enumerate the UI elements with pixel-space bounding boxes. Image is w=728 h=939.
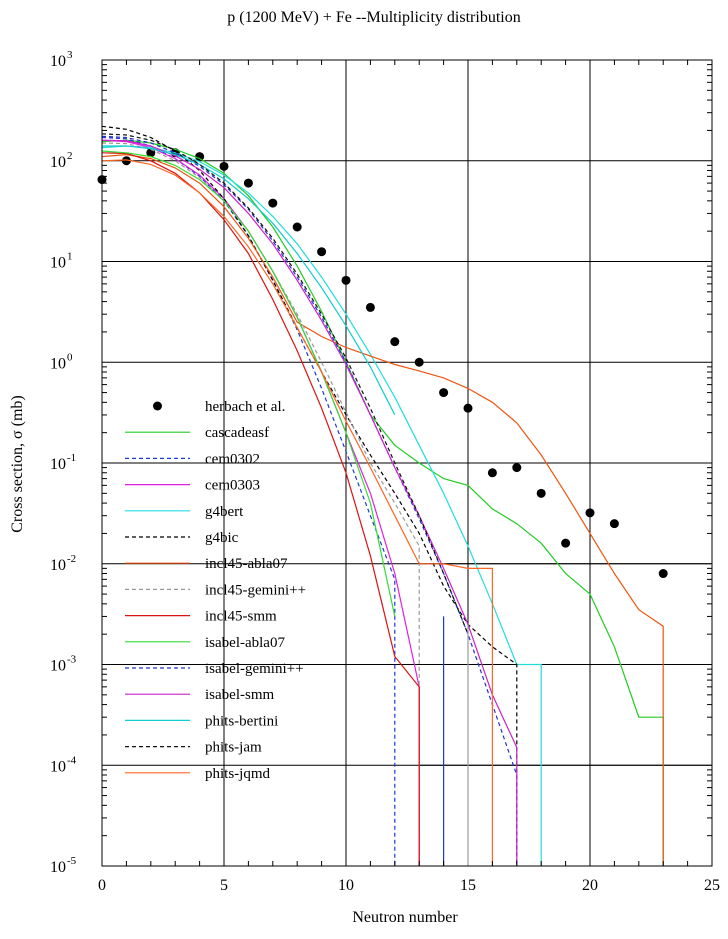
y-tick-exponent: -5 <box>67 855 77 867</box>
y-tick-label: 10 <box>50 53 66 70</box>
chart-title: p (1200 MeV) + Fe --Multiplicity distrib… <box>227 9 520 26</box>
data-point-herbach-et-al- <box>439 388 449 398</box>
data-point-herbach-et-al- <box>609 519 619 529</box>
x-tick-label: 20 <box>582 877 598 894</box>
series-line-phits-jqmd <box>101 159 493 866</box>
series-line-incl45-abla07 <box>101 153 664 866</box>
y-tick-exponent: 3 <box>67 49 73 61</box>
legend-label-phits-bertini: phits-bertini <box>205 713 278 729</box>
data-point-herbach-et-al- <box>121 156 131 166</box>
x-tick-label: 5 <box>220 877 228 894</box>
series-line-isabel-abla07 <box>101 150 396 617</box>
legend-label-incl45-gemini-: incl45-gemini++ <box>205 582 306 598</box>
y-tick-label: 10 <box>50 658 66 675</box>
legend-marker-herbach-et-al- <box>153 401 162 411</box>
plot-frame <box>101 59 713 867</box>
y-tick-label: 10 <box>50 255 66 272</box>
data-point-herbach-et-al- <box>243 178 253 188</box>
x-axis-label: Neutron number <box>352 909 458 926</box>
series-line-isabel-smm <box>101 139 518 866</box>
legend-label-cascadeasf: cascadeasf <box>205 425 269 441</box>
legend-label-g4bert: g4bert <box>205 504 244 520</box>
legend-label-isabel-abla07: isabel-abla07 <box>205 635 285 651</box>
legend-label-isabel-smm: isabel-smm <box>205 687 274 703</box>
x-tick-label: 15 <box>460 877 476 894</box>
y-tick-exponent: 1 <box>67 251 73 263</box>
data-point-herbach-et-al- <box>487 468 497 478</box>
data-point-herbach-et-al- <box>512 463 522 473</box>
series-line-g4bic <box>101 125 518 866</box>
series-line-phits-bertini <box>102 145 396 416</box>
legend-label-phits-jam: phits-jam <box>205 740 262 756</box>
data-point-herbach-et-al- <box>292 222 302 232</box>
data-point-herbach-et-al- <box>536 488 546 498</box>
x-tick-label: 10 <box>338 877 354 894</box>
data-point-herbach-et-al- <box>463 403 473 413</box>
data-point-herbach-et-al- <box>268 198 278 208</box>
data-point-herbach-et-al- <box>341 275 351 285</box>
y-axis-label: Cross section, σ (mb) <box>9 395 26 533</box>
y-tick-exponent: -1 <box>67 452 76 464</box>
y-tick-exponent: -2 <box>67 553 76 565</box>
series-line-phits-jam <box>101 133 469 635</box>
y-tick-label: 10 <box>50 154 66 171</box>
y-tick-exponent: -3 <box>67 654 77 666</box>
data-point-herbach-et-al- <box>561 538 571 548</box>
y-tick-label: 10 <box>50 355 66 372</box>
series-line-g4bert <box>101 145 542 866</box>
data-point-herbach-et-al- <box>585 508 595 518</box>
legend-label-isabel-gemini-: isabel-gemini++ <box>205 661 304 677</box>
data-point-herbach-et-al- <box>219 161 229 171</box>
legend-label-cem0303: cem0303 <box>205 478 260 494</box>
data-point-herbach-et-al- <box>195 152 205 162</box>
y-tick-label: 10 <box>50 557 66 574</box>
legend-label-incl45-abla07: incl45-abla07 <box>205 556 288 572</box>
data-point-herbach-et-al- <box>390 337 400 347</box>
legend-label-phits-jqmd: phits-jqmd <box>205 766 271 782</box>
legend-label-g4bic: g4bic <box>205 530 239 546</box>
y-tick-label: 10 <box>50 758 66 775</box>
legend: herbach et al. cascadeasf cem0302 cem0303 g4… <box>125 399 306 782</box>
data-point-herbach-et-al- <box>658 569 668 579</box>
y-tick-label: 10 <box>50 456 66 473</box>
legend-label-incl45-smm: incl45-smm <box>205 609 277 625</box>
x-tick-label: 25 <box>704 877 720 894</box>
data-point-herbach-et-al- <box>414 357 424 367</box>
grid-layer <box>102 60 712 866</box>
data-point-herbach-et-al- <box>365 302 375 312</box>
y-tick-exponent: 2 <box>67 150 73 162</box>
series-line-incl45-smm <box>101 152 420 866</box>
data-point-herbach-et-al- <box>317 247 327 257</box>
y-tick-exponent: -4 <box>67 754 77 766</box>
series-layer <box>97 125 668 866</box>
x-tick-label: 0 <box>98 877 106 894</box>
y-tick-label: 10 <box>50 859 66 876</box>
series-line-cascadeasf <box>101 139 664 866</box>
legend-label-herbach-et-al-: herbach et al. <box>205 399 285 415</box>
y-tick-exponent: 0 <box>67 351 73 363</box>
series-line-isabel-gemini- <box>101 135 518 866</box>
series-line-cem0303 <box>101 139 420 866</box>
legend-label-cem0302: cem0302 <box>205 451 260 467</box>
